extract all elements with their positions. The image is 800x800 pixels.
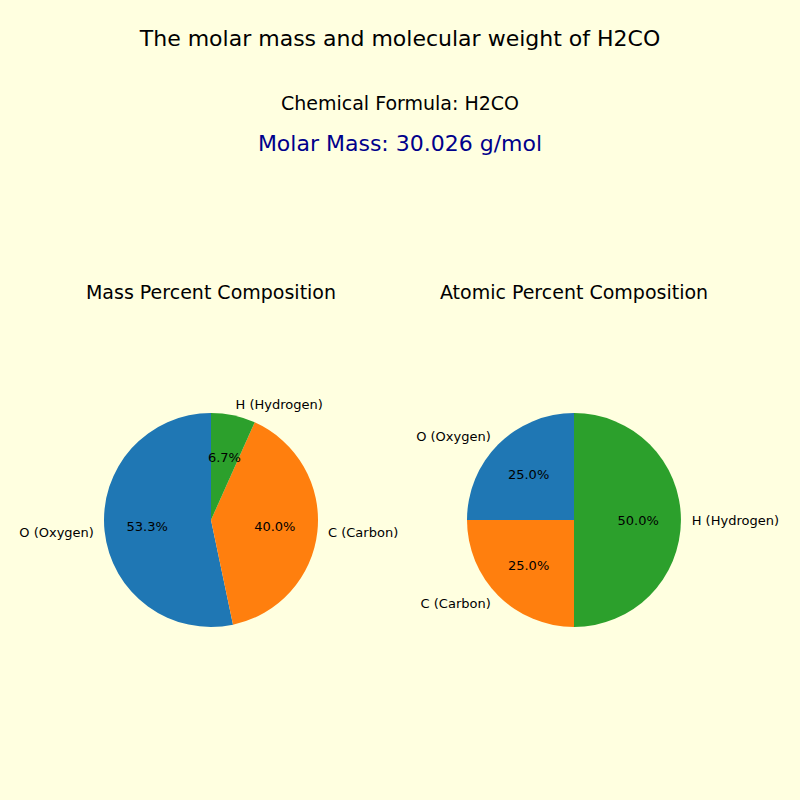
- data-label: 6.7%: [208, 450, 241, 465]
- slice-label: C (Carbon): [421, 596, 491, 611]
- canvas: The molar mass and molecular weight of H…: [0, 0, 800, 800]
- labels: 25.0% O (Oxygen) 25.0% C (Carbon) 50.0% H (Hy…: [416, 429, 779, 610]
- data-label: 40.0%: [254, 519, 295, 534]
- molar-mass: Molar Mass: 30.026 g/mol: [258, 131, 542, 156]
- slice-label: O (Oxygen): [416, 429, 491, 444]
- slices: [104, 413, 318, 627]
- chart-title: Atomic Percent Composition: [440, 281, 708, 303]
- labels: 53.3% O (Oxygen) 40.0% C (Carbon) 6.7% H (Hyd…: [19, 397, 398, 540]
- pie-slice: [211, 413, 255, 520]
- pie-chart: Atomic Percent Composition 25.0% O (Oxygen…: [416, 281, 779, 627]
- slices: [467, 413, 681, 627]
- pie-slice: [467, 520, 574, 627]
- data-label: 50.0%: [618, 513, 659, 528]
- main-title: The molar mass and molecular weight of H…: [139, 26, 660, 51]
- pie-chart: Mass Percent Composition 53.3% O (Oxygen) 4…: [19, 281, 398, 627]
- formula: Chemical Formula: H2CO: [281, 92, 519, 114]
- pie-slice: [574, 413, 681, 627]
- data-label: 25.0%: [508, 467, 549, 482]
- chart-title: Mass Percent Composition: [86, 281, 336, 303]
- page: The molar mass and molecular weight of H…: [0, 0, 800, 800]
- slice-label: C (Carbon): [328, 525, 398, 540]
- slice-label: H (Hydrogen): [236, 397, 323, 412]
- slice-label: O (Oxygen): [19, 525, 94, 540]
- data-label: 25.0%: [508, 558, 549, 573]
- slice-label: H (Hydrogen): [692, 513, 779, 528]
- data-label: 53.3%: [126, 519, 167, 534]
